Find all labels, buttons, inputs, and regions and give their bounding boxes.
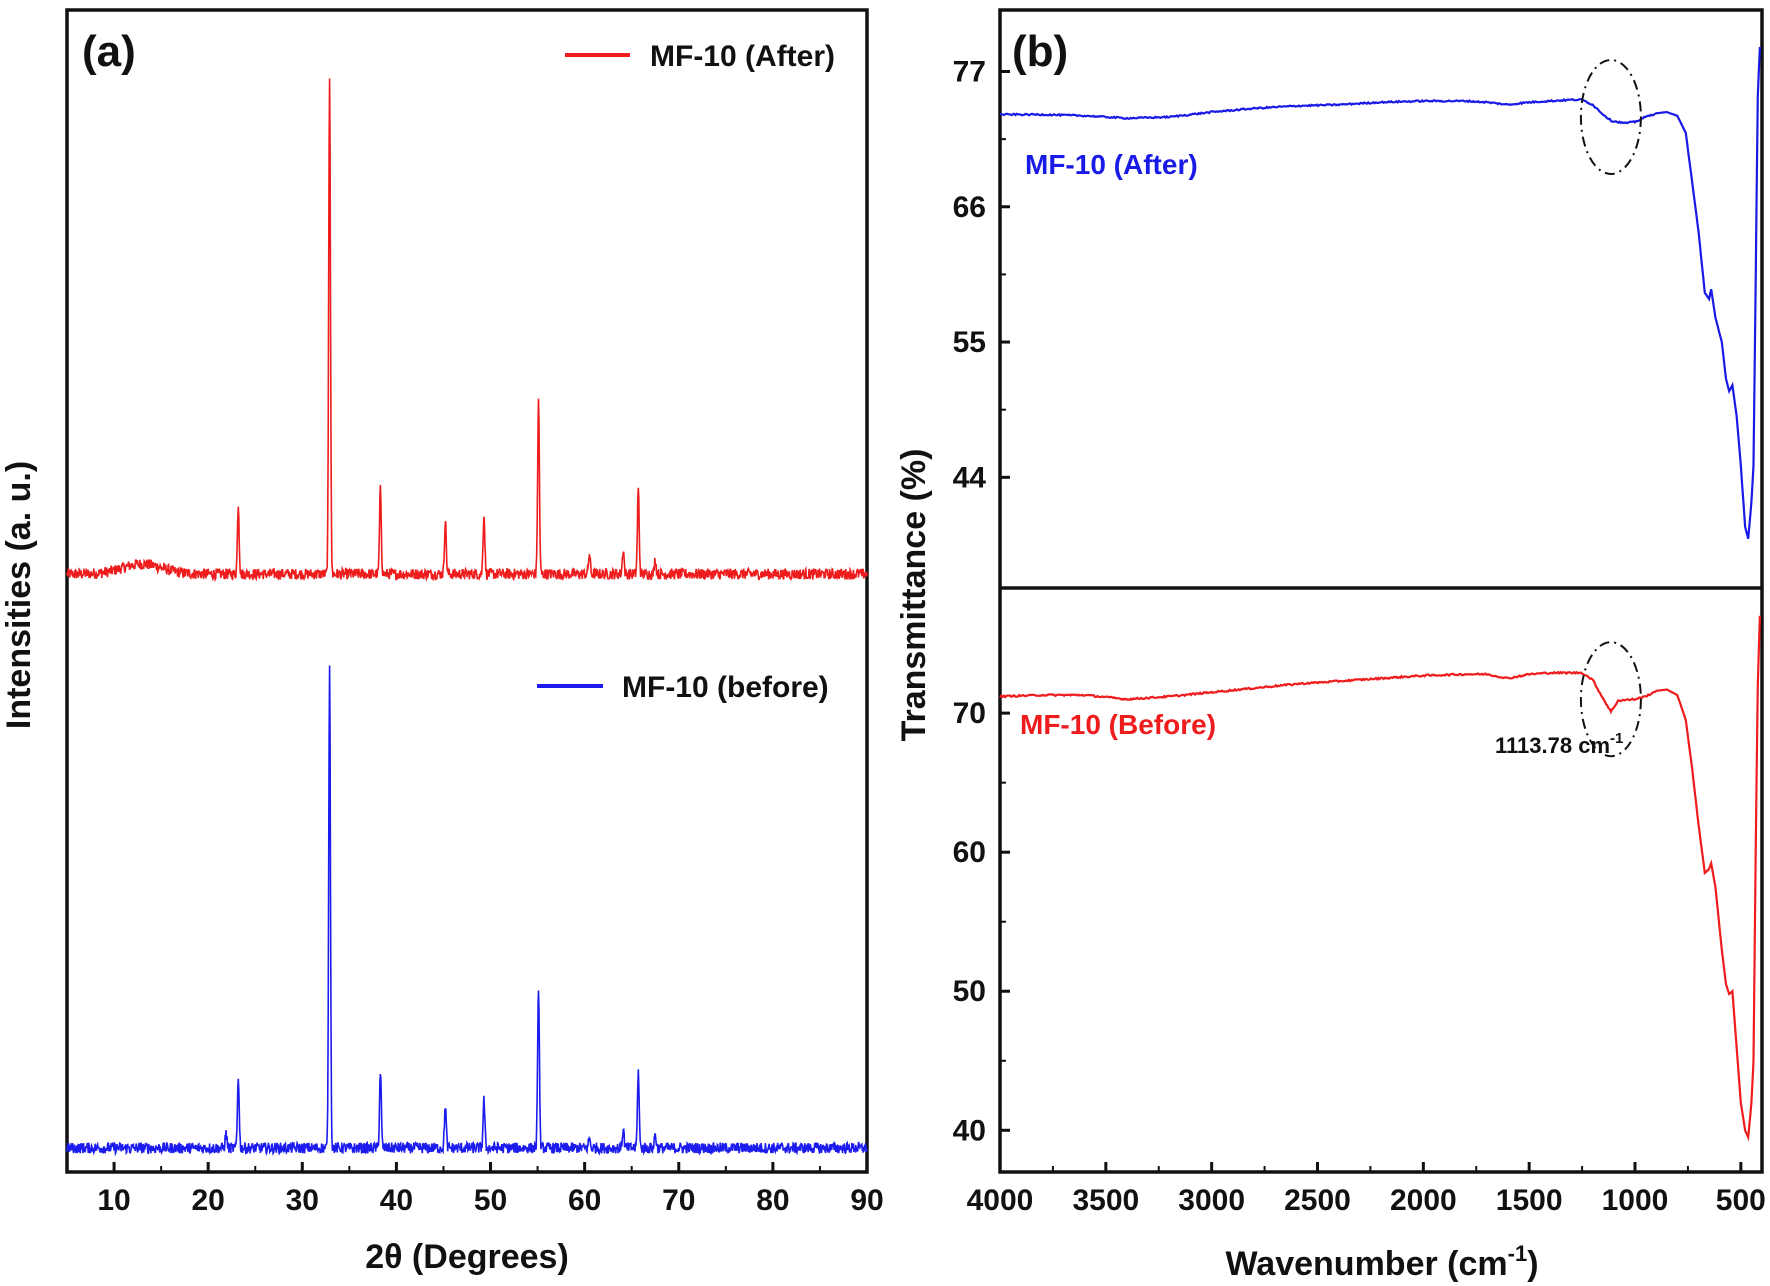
x-tick-label-b: 2000 [1390,1184,1457,1217]
y-tick-label-b: 40 [953,1114,986,1147]
x-tick-label-a: 80 [756,1184,789,1217]
panel-b: 4000 3500 3000 2500 2000 1500 1000 500 44 55 66 77… [895,8,1766,1283]
y-tick-label-b: 60 [953,836,986,869]
x-tick-label-b: 500 [1716,1184,1766,1217]
legend-before: MF-10 (before) [537,671,829,704]
x-tick-label-b: 3000 [1178,1184,1245,1217]
x-tick-label-a: 70 [662,1184,695,1217]
panel-b-top-y-ticks: 44 55 66 77 [953,55,1010,494]
x-tick-label-b: 1000 [1602,1184,1669,1217]
panel-b-x-ticks: 4000 3500 3000 2500 2000 1500 1000 500 [967,1162,1766,1217]
panel-b-series [999,46,1761,1142]
panel-a-label: (a) [82,27,136,76]
panel-b-bottom-y-ticks: 40 50 60 70 [953,697,1010,1147]
x-tick-label-a: 10 [97,1184,130,1217]
peak-annotation: 1113.78 cm-1 [1495,730,1623,758]
ftir-series-line-1 [999,615,1761,1142]
x-tick-label-a: 90 [850,1184,883,1217]
y-tick-label-b: 70 [953,697,986,730]
panel-b-x-axis-title: Wavenumber (cm-1) [1225,1241,1538,1283]
x-tick-label-a: 40 [380,1184,413,1217]
panel-b-frame [998,8,1764,1174]
highlight-ellipse-after [1579,59,1642,175]
legend-after-label: MF-10 (After) [650,40,835,73]
x-tick-label-b: 4000 [967,1184,1034,1217]
series-label-before: MF-10 (Before) [1020,709,1216,740]
highlight-ellipse-before [1579,641,1642,758]
y-tick-label-b: 44 [953,461,987,494]
panel-a: 10 20 30 40 50 60 70 80 90 (a) MF-10 (After) MF-… [0,8,884,1276]
y-tick-label-b: 50 [953,975,986,1008]
series-label-after: MF-10 (After) [1025,149,1198,180]
xrd-series-line-0 [66,78,868,583]
legend-after: MF-10 (After) [565,40,835,73]
panel-a-y-axis-title: Intensities (a. u.) [0,461,38,729]
y-tick-label-b: 55 [953,326,986,359]
x-tick-label-b: 1500 [1496,1184,1563,1217]
x-tick-label-b: 2500 [1284,1184,1351,1217]
panel-a-x-axis-title: 2θ (Degrees) [365,1238,569,1276]
panel-b-y-axis-title: Transmittance (%) [895,449,933,742]
y-tick-label-b: 77 [953,55,986,88]
y-tick-label-b: 66 [953,191,986,224]
x-tick-label-a: 20 [191,1184,224,1217]
legend-before-label: MF-10 (before) [622,671,829,704]
panel-a-frame [65,8,869,1174]
x-tick-label-a: 30 [286,1184,319,1217]
panel-a-x-ticks: 10 20 30 40 50 60 70 80 90 [66,1162,884,1217]
x-tick-label-a: 60 [568,1184,601,1217]
x-tick-label-a: 50 [474,1184,507,1217]
x-tick-label-b: 3500 [1072,1184,1139,1217]
panel-a-series [66,78,868,1157]
xrd-series-line-1 [66,665,868,1157]
ftir-series-line-0 [1000,46,1761,540]
panel-b-label: (b) [1012,27,1068,76]
